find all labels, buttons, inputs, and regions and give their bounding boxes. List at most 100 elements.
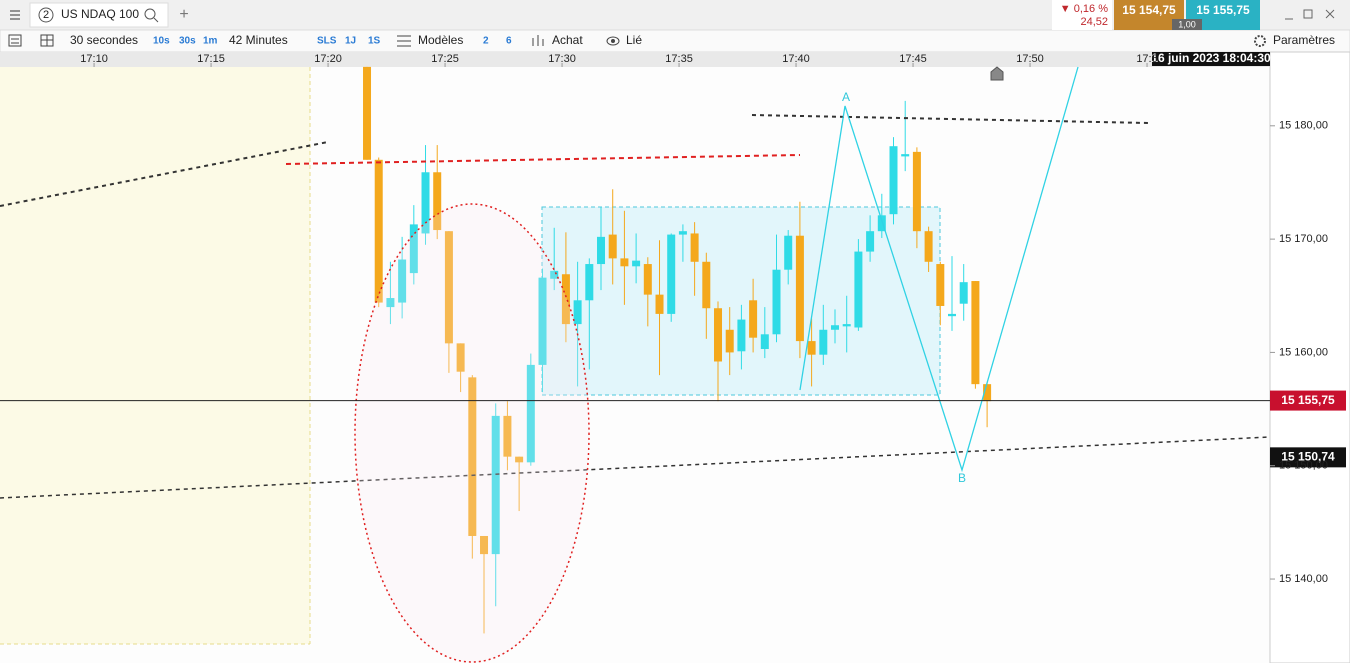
menu-icon[interactable] — [10, 10, 20, 20]
abc-pattern — [799, 66, 1079, 473]
candle-body — [760, 334, 769, 350]
quick-interval[interactable]: 10s — [153, 36, 170, 47]
candle-body — [983, 384, 992, 402]
candle-body — [714, 308, 723, 362]
instrument[interactable]: US NDAQ 100 — [61, 7, 139, 21]
candle-body — [643, 264, 652, 295]
period[interactable]: 1J — [345, 36, 356, 47]
candle-body — [480, 535, 489, 555]
x-tick-label: 17:40 — [782, 53, 810, 65]
y-tick-label: 15 170,00 — [1279, 233, 1328, 245]
buy-icon[interactable] — [532, 35, 544, 46]
gear-icon[interactable] — [1254, 35, 1266, 47]
layout-icon[interactable] — [8, 34, 22, 47]
templates-icon[interactable] — [397, 35, 411, 47]
candle-body — [526, 364, 535, 463]
count[interactable]: 2 — [483, 36, 489, 47]
ask[interactable]: 15 155,75 — [1196, 3, 1250, 17]
candle-body — [468, 377, 477, 536]
quick-interval[interactable]: 30s — [179, 36, 196, 47]
y-tick-label: 15 150,00 — [1279, 460, 1328, 472]
x-tick-label: 17:30 — [548, 53, 576, 65]
highlight-ellipse — [354, 203, 590, 663]
linked[interactable]: Lié — [626, 33, 642, 47]
y-tick-label: 15 180,00 — [1279, 120, 1328, 132]
candle-body — [842, 324, 851, 327]
x-tick-label: 17:15 — [197, 53, 225, 65]
level-label: 15 150,74 — [1281, 450, 1335, 464]
period[interactable]: 1S — [368, 36, 381, 47]
candle-body — [608, 234, 617, 259]
duration[interactable]: 42 Minutes — [229, 33, 288, 47]
candle-body — [433, 172, 442, 231]
candle-body — [550, 270, 559, 279]
candle-body — [667, 234, 676, 314]
add-tab[interactable]: + — [179, 6, 188, 23]
candle-body — [620, 258, 629, 267]
last-price-box — [1270, 390, 1346, 411]
interval[interactable]: 30 secondes — [70, 33, 138, 47]
candle-body — [948, 313, 957, 317]
overlay: 15 155,75 15 150,74 — [0, 390, 1346, 468]
candle-body — [749, 300, 758, 338]
candle-body — [585, 264, 594, 301]
x-tick-label: 17:35 — [665, 53, 693, 65]
templates[interactable]: Modèles — [418, 33, 463, 47]
quantity-box[interactable] — [1172, 19, 1202, 30]
price-axis — [1269, 51, 1350, 663]
level-box — [1270, 447, 1346, 468]
change: 24,52 — [1080, 16, 1108, 28]
candle-body — [421, 172, 430, 234]
change-pct: ▼ 0,16 % — [1060, 3, 1108, 15]
search-icon[interactable] — [144, 8, 159, 23]
pattern-label: B — [958, 471, 966, 485]
candle-body — [561, 274, 570, 325]
trend-line — [0, 436, 1271, 499]
buy[interactable]: Achat — [552, 33, 583, 47]
candle-body — [725, 329, 734, 353]
eye-icon[interactable] — [606, 36, 620, 46]
count[interactable]: 6 — [506, 36, 512, 47]
period[interactable]: SLS — [317, 36, 337, 47]
candle-body — [573, 300, 582, 325]
candle-body — [854, 251, 863, 328]
candle-body — [971, 281, 980, 385]
x-tick-label: 17:5 — [1136, 53, 1157, 65]
candle-body — [678, 231, 687, 235]
candle-body — [597, 236, 606, 265]
candle-body — [538, 277, 547, 365]
y-tick-label: 15 160,00 — [1279, 346, 1328, 358]
y-tick-label: 15 140,00 — [1279, 573, 1328, 585]
candle-body — [901, 154, 910, 157]
candle-body — [819, 329, 828, 355]
x-tick-label: 17:10 — [80, 53, 108, 65]
session-zone — [0, 67, 310, 644]
candle-body — [737, 319, 746, 352]
x-tick-label: 17:50 — [1016, 53, 1044, 65]
candle-body — [889, 146, 898, 215]
grid-icon[interactable] — [40, 34, 54, 47]
x-tick-label: 17:25 — [431, 53, 459, 65]
candle-body — [386, 298, 395, 308]
window-controls[interactable] — [1285, 9, 1335, 20]
candle-body — [772, 269, 781, 335]
tab-number: 2 — [43, 9, 49, 21]
candle-body — [912, 151, 921, 232]
candle-body — [398, 259, 407, 303]
candle-body — [807, 341, 816, 355]
candle-body — [655, 294, 664, 314]
candle-body — [409, 224, 418, 274]
candle-body — [924, 231, 933, 262]
settings[interactable]: Paramètres — [1273, 33, 1335, 47]
candles — [363, 66, 992, 634]
candle-body — [690, 233, 699, 262]
quick-interval[interactable]: 1m — [203, 36, 218, 47]
quantity[interactable]: 1,00 — [1178, 19, 1196, 29]
bid[interactable]: 15 154,75 — [1122, 3, 1176, 17]
candle-body — [831, 325, 840, 330]
time-marker[interactable] — [990, 66, 1004, 81]
last-price-label: 15 155,75 — [1281, 393, 1335, 407]
